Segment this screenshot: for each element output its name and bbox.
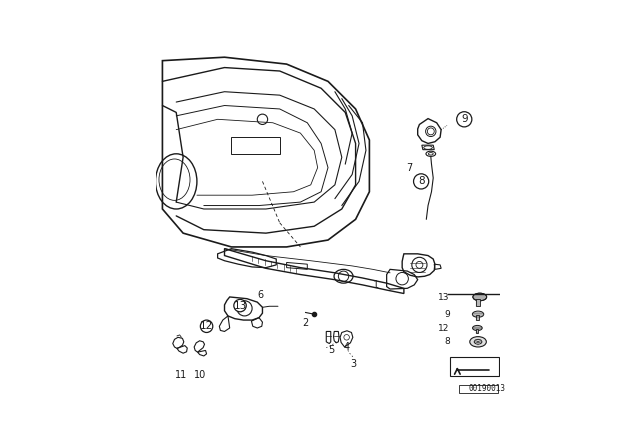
Text: 1: 1: [373, 280, 380, 290]
Ellipse shape: [470, 336, 486, 347]
Ellipse shape: [472, 325, 482, 331]
Circle shape: [200, 320, 212, 332]
Text: 2: 2: [303, 318, 308, 328]
Circle shape: [457, 112, 472, 127]
Text: 13: 13: [438, 293, 450, 302]
Text: 4: 4: [344, 342, 350, 352]
Text: 13: 13: [234, 301, 246, 310]
Text: 11: 11: [175, 370, 188, 379]
Text: 00190013: 00190013: [468, 384, 505, 393]
Circle shape: [413, 174, 429, 189]
Text: 8: 8: [444, 337, 450, 346]
Circle shape: [234, 299, 246, 312]
Text: 3: 3: [351, 359, 357, 369]
FancyBboxPatch shape: [476, 314, 479, 320]
Text: 10: 10: [194, 370, 207, 379]
Ellipse shape: [474, 340, 482, 344]
Text: 7: 7: [406, 163, 412, 172]
Text: 9: 9: [461, 114, 468, 124]
FancyBboxPatch shape: [476, 299, 481, 306]
Text: 8: 8: [418, 177, 424, 186]
Text: 9: 9: [444, 310, 450, 319]
Text: 6: 6: [258, 290, 264, 300]
Ellipse shape: [473, 293, 486, 301]
Ellipse shape: [472, 311, 484, 317]
Text: 12: 12: [200, 321, 213, 331]
FancyBboxPatch shape: [476, 329, 479, 333]
Text: 12: 12: [438, 323, 450, 332]
Text: 5: 5: [328, 345, 335, 355]
